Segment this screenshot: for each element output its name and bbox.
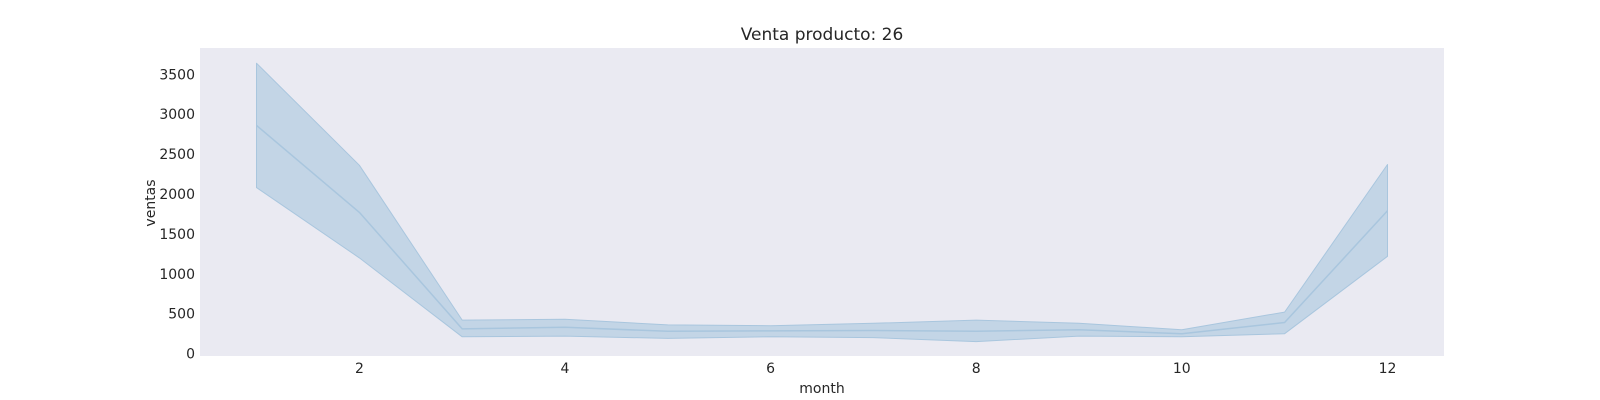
confidence-band (256, 62, 1388, 343)
x-tick-label: 4 (561, 361, 570, 377)
x-tick-label: 2 (355, 361, 364, 377)
y-axis-label: ventas (143, 179, 159, 226)
x-tick-label: 12 (1379, 361, 1397, 377)
y-tick-label: 1500 (159, 227, 195, 243)
y-tick-label: 500 (168, 307, 195, 323)
x-tick-label: 10 (1173, 361, 1191, 377)
x-tick-label: 8 (972, 361, 981, 377)
y-tick-label: 2500 (159, 147, 195, 163)
chart-title: Venta producto: 26 (741, 25, 904, 45)
y-tick-label: 3000 (159, 107, 195, 123)
y-tick-label: 2000 (159, 187, 195, 203)
mean-line (256, 124, 1389, 335)
x-axis-label: month (799, 381, 844, 397)
y-tick-label: 3500 (159, 67, 195, 83)
plot-area (200, 48, 1444, 356)
x-tick-label: 6 (766, 361, 775, 377)
y-tick-label: 1000 (159, 267, 195, 283)
y-tick-label: 0 (186, 347, 195, 363)
